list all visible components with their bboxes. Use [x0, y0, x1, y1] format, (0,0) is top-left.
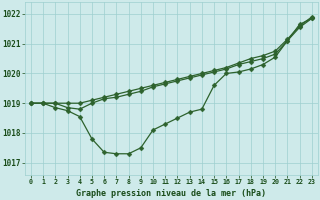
- X-axis label: Graphe pression niveau de la mer (hPa): Graphe pression niveau de la mer (hPa): [76, 189, 266, 198]
